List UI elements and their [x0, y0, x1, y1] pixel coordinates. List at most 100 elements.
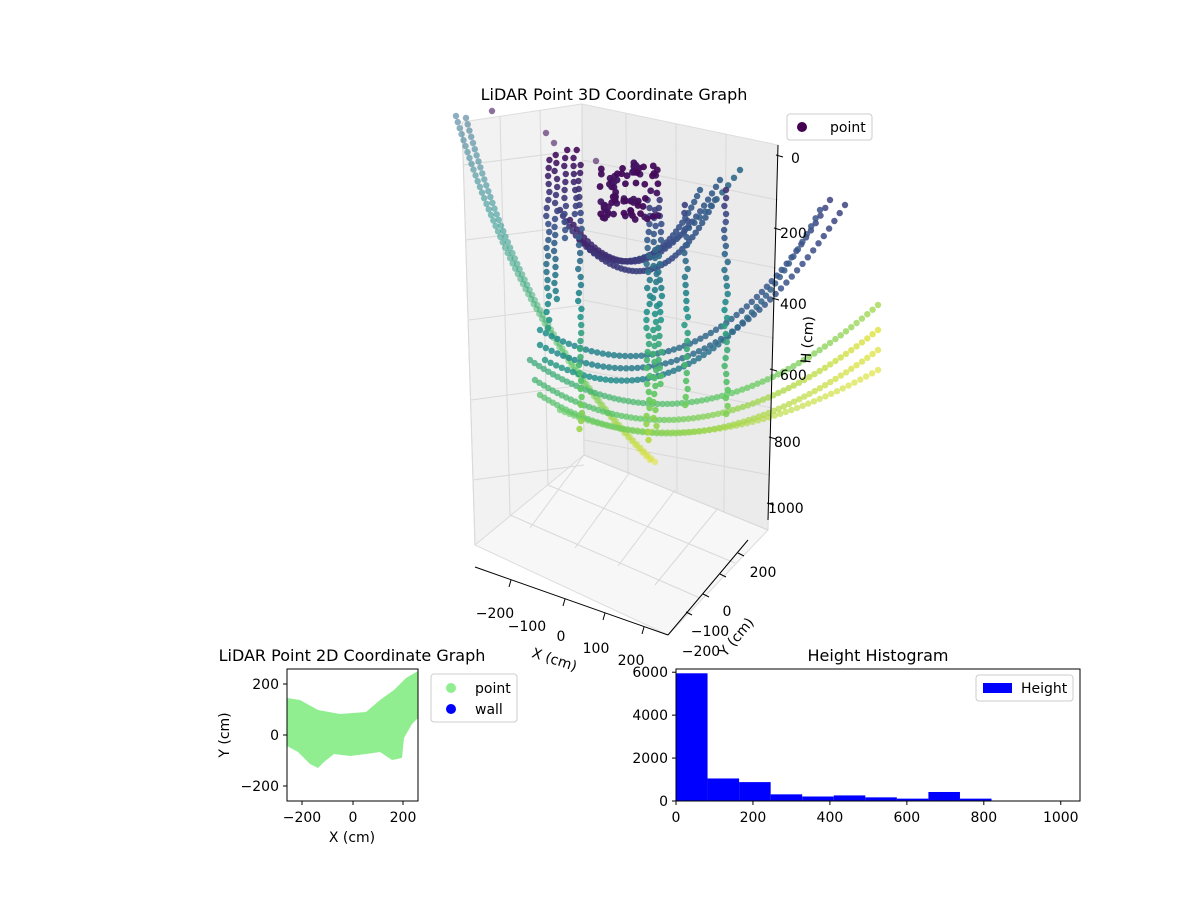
chart-3d-point — [778, 285, 784, 291]
chart-3d-point — [475, 158, 481, 164]
chart-3d-point — [853, 320, 859, 326]
chart-3d-point — [739, 421, 745, 427]
chart-3d-point — [477, 164, 483, 170]
chart-3d-point — [643, 325, 649, 331]
chart-3d-point — [643, 317, 649, 323]
chart-3d-point — [834, 388, 840, 394]
chart-3d-point — [457, 125, 463, 131]
chart-3d-point — [553, 152, 559, 158]
chart-3d-point — [468, 134, 474, 140]
chart-3d-point — [853, 362, 859, 368]
chart-3d-point — [724, 403, 730, 409]
chart-3d-point — [612, 196, 619, 203]
chart-3d-point — [693, 213, 699, 219]
chart-3d-point — [545, 237, 551, 243]
chart-3d-point — [864, 335, 870, 341]
chart-3d-point — [640, 203, 647, 210]
chart-3d-point — [578, 306, 584, 312]
chart-3d-point — [577, 274, 583, 280]
chart-3d-point — [646, 341, 652, 347]
chart-3d-point — [647, 277, 653, 283]
chart-3d-point — [832, 336, 838, 342]
chart-3d-point — [577, 170, 583, 176]
chart-3d-point — [690, 351, 696, 357]
chart-3d-point — [616, 353, 622, 359]
chart-3d-point — [722, 355, 728, 361]
chart-3d-point — [817, 207, 823, 213]
chart-3d-point — [560, 338, 566, 344]
chart-3d-point — [650, 327, 656, 333]
chart-3d-point — [644, 245, 650, 251]
chart-3d-point — [843, 328, 849, 334]
chart-3d-point — [869, 370, 875, 376]
histogram-bar — [676, 673, 708, 801]
chart-3d-point — [805, 400, 811, 406]
chart-3d-point — [645, 429, 651, 435]
chart-3d-point — [552, 272, 558, 278]
chart-3d-point — [650, 351, 656, 357]
chart-3d-point — [483, 182, 489, 188]
chart-3d-point — [500, 228, 506, 234]
histogram-y-tick-label: 6000 — [632, 665, 668, 681]
chart-3d-point — [763, 292, 769, 298]
chart-3d-point — [619, 165, 626, 172]
chart-3d-point — [701, 202, 707, 208]
chart-3d-point — [645, 269, 651, 275]
chart-3d-point — [654, 303, 660, 309]
chart-3d-point — [647, 187, 654, 194]
chart-3d-point — [578, 226, 584, 232]
chart-3d-point — [682, 402, 688, 408]
chart-3d-point — [735, 324, 741, 330]
chart-3d-point — [837, 210, 843, 216]
chart-3d-point — [725, 259, 731, 265]
chart-3d-point — [658, 237, 664, 243]
chart-3d-point — [562, 155, 568, 161]
chart-3d-point — [554, 208, 560, 214]
chart-3d-point — [554, 350, 560, 356]
chart-3d-point — [622, 353, 628, 359]
chart-3d-point — [641, 181, 648, 188]
chart-3d-point — [552, 232, 558, 238]
chart-3d-point — [652, 407, 658, 413]
chart-3d-point — [553, 288, 559, 294]
chart-3d-point — [620, 198, 627, 205]
chart-3d-point — [487, 194, 493, 200]
histogram-bar — [865, 797, 897, 801]
chart-3d-point — [544, 277, 550, 283]
chart-3d-point — [485, 188, 491, 194]
chart-3d-point — [755, 417, 761, 423]
chart-3d-point — [658, 349, 664, 355]
chart-3d-point — [723, 195, 729, 201]
chart-3d-point — [472, 146, 478, 152]
chart-3d-point — [491, 205, 497, 211]
chart-3d-point — [650, 295, 656, 301]
chart-3d-point — [662, 360, 668, 366]
chart-3d-point — [543, 269, 549, 275]
chart-3d-point — [794, 405, 800, 411]
chart-3d-point — [554, 336, 560, 342]
chart-2d-y-tick-label: 200 — [252, 677, 279, 693]
chart-3d-point — [723, 219, 729, 225]
chart-3d-point — [744, 303, 750, 309]
chart-3d-point — [799, 261, 805, 267]
chart-3d-point — [706, 209, 712, 215]
chart-3d-point — [658, 229, 664, 235]
chart-3d-point — [634, 365, 640, 371]
chart-3d-point — [681, 322, 687, 328]
chart-3d-point — [811, 398, 817, 404]
chart-3d-point — [575, 298, 581, 304]
chart-3d-y-tick-label: 200 — [750, 565, 777, 581]
chart-3d-point — [705, 196, 711, 202]
histogram-bar — [708, 778, 740, 801]
chart-3d-point — [551, 280, 557, 286]
chart-3d-point — [652, 255, 658, 261]
chart-3d-point — [658, 221, 664, 227]
chart-3d-point — [559, 365, 565, 371]
chart-3d-point — [576, 194, 582, 200]
chart-3d-point — [545, 181, 551, 187]
histogram-x-tick-label: 0 — [672, 810, 681, 826]
chart-3d-point — [466, 127, 472, 133]
chart-3d-point — [654, 167, 661, 174]
chart-3d-point — [767, 286, 773, 292]
chart-3d-point — [789, 273, 795, 279]
